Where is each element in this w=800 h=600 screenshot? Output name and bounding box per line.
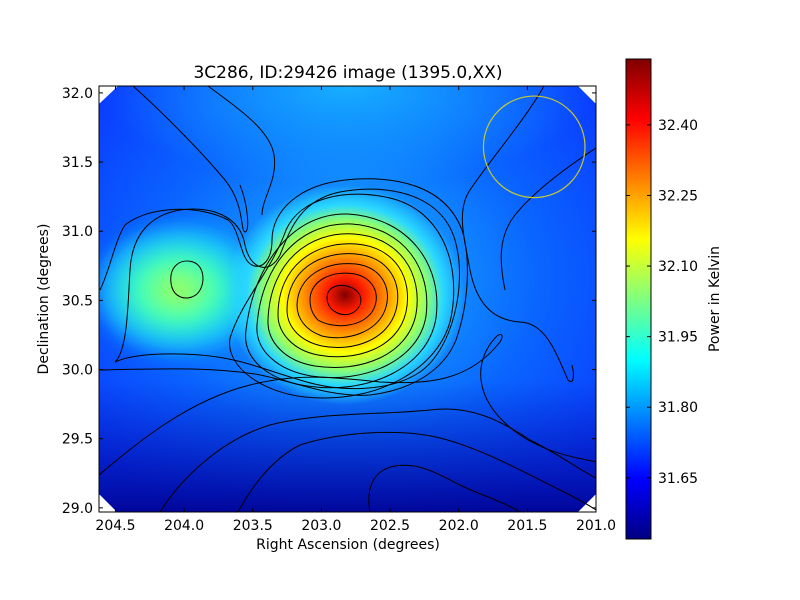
x-axis: 204.5 204.0 203.5 203.0 202.5 202.0 201.5 201.0 [95, 86, 616, 534]
colorbar-tick-label: 31.95 [658, 330, 698, 346]
corner-mask-top-right [578, 86, 596, 104]
contour-line [159, 408, 596, 512]
colorbar-tick-label: 32.10 [658, 259, 698, 275]
colorbar-tick-label: 32.40 [658, 118, 698, 134]
colorbar-tick-label: 31.80 [658, 400, 698, 416]
beam-circle [482, 95, 586, 199]
corner-mask-bottom-left [99, 494, 117, 512]
y-tick-label: 30.0 [62, 363, 93, 379]
x-tick-label: 201.5 [507, 518, 547, 534]
chart-title: 3C286, ID:29426 image (1395.0,XX) [193, 63, 502, 83]
x-tick-label: 204.5 [95, 518, 135, 534]
x-tick-label: 204.0 [164, 518, 204, 534]
contour-line [309, 272, 377, 327]
contour-line [114, 188, 461, 390]
heatmap-main-blob [225, 185, 465, 405]
contour-line [296, 263, 388, 339]
contour-line [237, 431, 596, 512]
contour-line [277, 243, 408, 358]
colorbar-label: Power in Kelvin [707, 246, 723, 352]
y-tick-label: 29.0 [62, 501, 93, 517]
contour-line [99, 178, 468, 396]
y-axis-label: Declination (degrees) [36, 224, 52, 375]
colorbar-ticks: 31.65 31.80 31.95 32.10 32.25 32.40 [626, 118, 698, 487]
x-tick-label: 202.0 [439, 518, 479, 534]
y-tick-label: 29.5 [62, 432, 93, 448]
y-tick-label: 31.5 [62, 155, 93, 171]
heatmap-image [99, 86, 596, 512]
contour-line [500, 147, 596, 291]
x-tick-label: 203.0 [301, 518, 341, 534]
contour-line [207, 86, 276, 216]
colorbar: 31.65 31.80 31.95 32.10 32.25 32.40 Power in … [625, 58, 723, 540]
contour-line [286, 253, 399, 348]
colorbar-tick-label: 32.25 [658, 188, 698, 204]
contour-line [326, 284, 362, 316]
x-tick-label: 201.0 [576, 518, 616, 534]
heatmap-left-blob [99, 220, 268, 360]
contour-line [229, 193, 455, 399]
contour-line [132, 86, 249, 233]
y-axis: 29.0 29.5 30.0 30.5 31.0 31.5 32.0 [62, 86, 596, 517]
x-tick-label: 203.5 [233, 518, 273, 534]
plot-frame [98, 85, 597, 513]
corner-mask-top-left [99, 86, 118, 104]
beam-layer [482, 95, 586, 199]
colorbar-gradient [625, 58, 652, 540]
y-tick-label: 31.0 [62, 224, 93, 240]
contour-line [267, 233, 418, 368]
x-tick-label: 202.5 [370, 518, 410, 534]
contour-line [368, 464, 521, 512]
colorbar-tick-label: 31.65 [658, 471, 698, 487]
y-tick-label: 30.5 [62, 293, 93, 309]
contour-line [256, 223, 428, 379]
x-axis-label: Right Ascension (degrees) [256, 537, 440, 553]
y-tick-label: 32.0 [62, 86, 93, 102]
contour-line [99, 334, 596, 476]
contour-line [170, 260, 204, 299]
